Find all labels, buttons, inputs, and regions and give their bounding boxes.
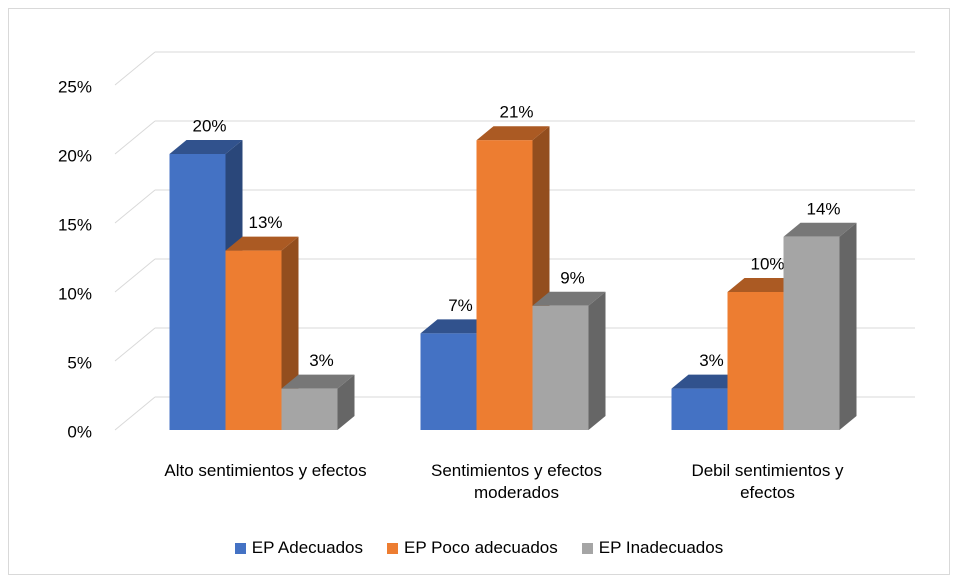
legend-item: EP Poco adecuados [387,538,558,558]
data-label: 7% [448,296,473,315]
legend: EP Adecuados EP Poco adecuados EP Inadecua… [0,538,958,558]
bar [225,250,282,430]
grid-line-depth [114,258,156,293]
legend-item: EP Adecuados [234,538,363,558]
legend-item: EP Inadecuados [581,538,724,558]
y-tick-label: 15% [58,215,92,234]
bar-top [671,374,745,389]
data-label: 9% [560,268,585,287]
x-tick-label: Alto sentimientos y efectos [164,461,367,480]
legend-swatch [234,542,246,554]
bar-side [839,222,857,430]
grid-line-depth [114,327,156,362]
bar [169,154,226,430]
grid-line-depth [114,396,156,431]
bar [671,388,728,430]
legend-label: EP Adecuados [251,538,363,557]
data-label: 10% [750,254,784,273]
grid-line-depth [114,189,156,224]
bar [476,140,533,430]
y-tick-label: 10% [58,284,92,303]
legend-swatch [387,542,398,554]
bar-side [337,374,355,430]
bar-top [169,140,243,154]
bar-top [532,291,606,306]
data-label: 3% [699,351,724,370]
y-tick-label: 0% [67,422,92,441]
bar [727,292,784,430]
bar [281,388,338,430]
data-label: 14% [806,199,840,218]
bar-top [225,236,299,251]
bar [420,333,477,430]
y-tick-label: 25% [58,77,92,96]
legend-label: EP Poco adecuados [404,538,558,557]
x-tick-label: Debil sentimientos y efectos [691,461,844,502]
y-tick-label: 5% [67,353,92,372]
data-label: 21% [499,103,533,122]
data-label: 20% [192,116,226,135]
bar-top [727,278,801,292]
bar-top [783,222,857,237]
bar-top [281,374,355,389]
chart-frame [8,8,950,575]
bar [783,236,840,430]
data-label: 13% [248,213,282,232]
x-tick-label: Sentimientos y efectos moderados [430,461,603,502]
y-tick-label: 20% [58,146,92,165]
grid-line-depth [114,51,156,86]
legend-swatch [581,542,593,554]
bar-top [476,126,550,141]
legend-label: EP Inadecuados [598,538,724,557]
bar [532,305,589,430]
bar-top [420,319,494,334]
bar-side [588,291,606,430]
grid-line-depth [114,120,156,155]
data-label: 3% [309,351,334,370]
